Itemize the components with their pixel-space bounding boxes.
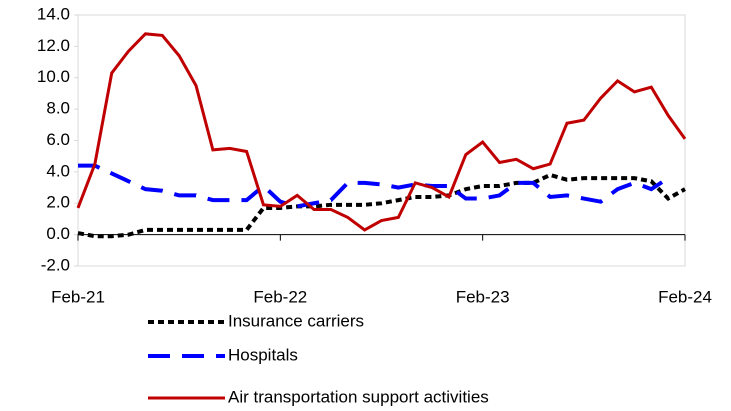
y-tick-label: 6.0: [46, 130, 70, 149]
series-line: [77, 172, 686, 239]
series-line: [78, 163, 670, 209]
legend-label: Hospitals: [228, 345, 298, 364]
y-tick-label: 0.0: [46, 224, 70, 243]
y-tick-label: 8.0: [46, 99, 70, 118]
y-tick-label: 14.0: [37, 4, 70, 23]
x-tick-label: Feb-23: [456, 287, 510, 306]
x-tick-label: Feb-21: [51, 287, 105, 306]
y-tick-label: -2.0: [41, 255, 70, 274]
series-line: [76, 32, 687, 232]
x-tick-label: Feb-24: [658, 287, 712, 306]
x-tick-label: Feb-22: [253, 287, 307, 306]
y-tick-label: 2.0: [46, 193, 70, 212]
y-tick-label: 12.0: [37, 36, 70, 55]
y-tick-label: 10.0: [37, 67, 70, 86]
legend-label: Insurance carriers: [228, 311, 364, 330]
y-tick-label: 4.0: [46, 161, 70, 180]
legend-label: Air transportation support activities: [228, 387, 489, 406]
